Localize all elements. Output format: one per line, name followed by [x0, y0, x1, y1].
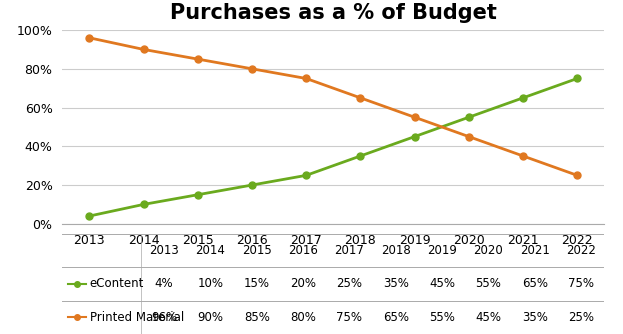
Text: 4%: 4% — [155, 278, 173, 290]
Text: 55%: 55% — [475, 278, 502, 290]
Text: 25%: 25% — [336, 278, 363, 290]
Text: 10%: 10% — [197, 278, 224, 290]
Text: 2022: 2022 — [566, 244, 596, 257]
Text: 2018: 2018 — [381, 244, 411, 257]
Text: 25%: 25% — [568, 311, 594, 324]
Text: 20%: 20% — [290, 278, 316, 290]
Title: Purchases as a % of Budget: Purchases as a % of Budget — [170, 3, 497, 23]
Text: 65%: 65% — [522, 278, 548, 290]
Text: 96%: 96% — [151, 311, 177, 324]
Text: 45%: 45% — [475, 311, 502, 324]
Text: 35%: 35% — [522, 311, 548, 324]
Text: 15%: 15% — [244, 278, 270, 290]
Text: 2020: 2020 — [473, 244, 503, 257]
Text: Printed Material: Printed Material — [90, 311, 184, 324]
Text: 2014: 2014 — [196, 244, 226, 257]
Text: 2013: 2013 — [149, 244, 179, 257]
Text: 35%: 35% — [383, 278, 409, 290]
Text: 2015: 2015 — [242, 244, 272, 257]
Text: 2021: 2021 — [520, 244, 549, 257]
Text: 75%: 75% — [568, 278, 594, 290]
Text: 80%: 80% — [290, 311, 316, 324]
Text: 2019: 2019 — [427, 244, 457, 257]
Text: eContent: eContent — [90, 278, 144, 290]
Text: 2017: 2017 — [335, 244, 364, 257]
Text: 65%: 65% — [383, 311, 409, 324]
Text: 85%: 85% — [244, 311, 270, 324]
Text: 75%: 75% — [336, 311, 363, 324]
Text: 55%: 55% — [429, 311, 455, 324]
Text: 45%: 45% — [429, 278, 455, 290]
Text: 2016: 2016 — [288, 244, 318, 257]
Text: 90%: 90% — [197, 311, 224, 324]
